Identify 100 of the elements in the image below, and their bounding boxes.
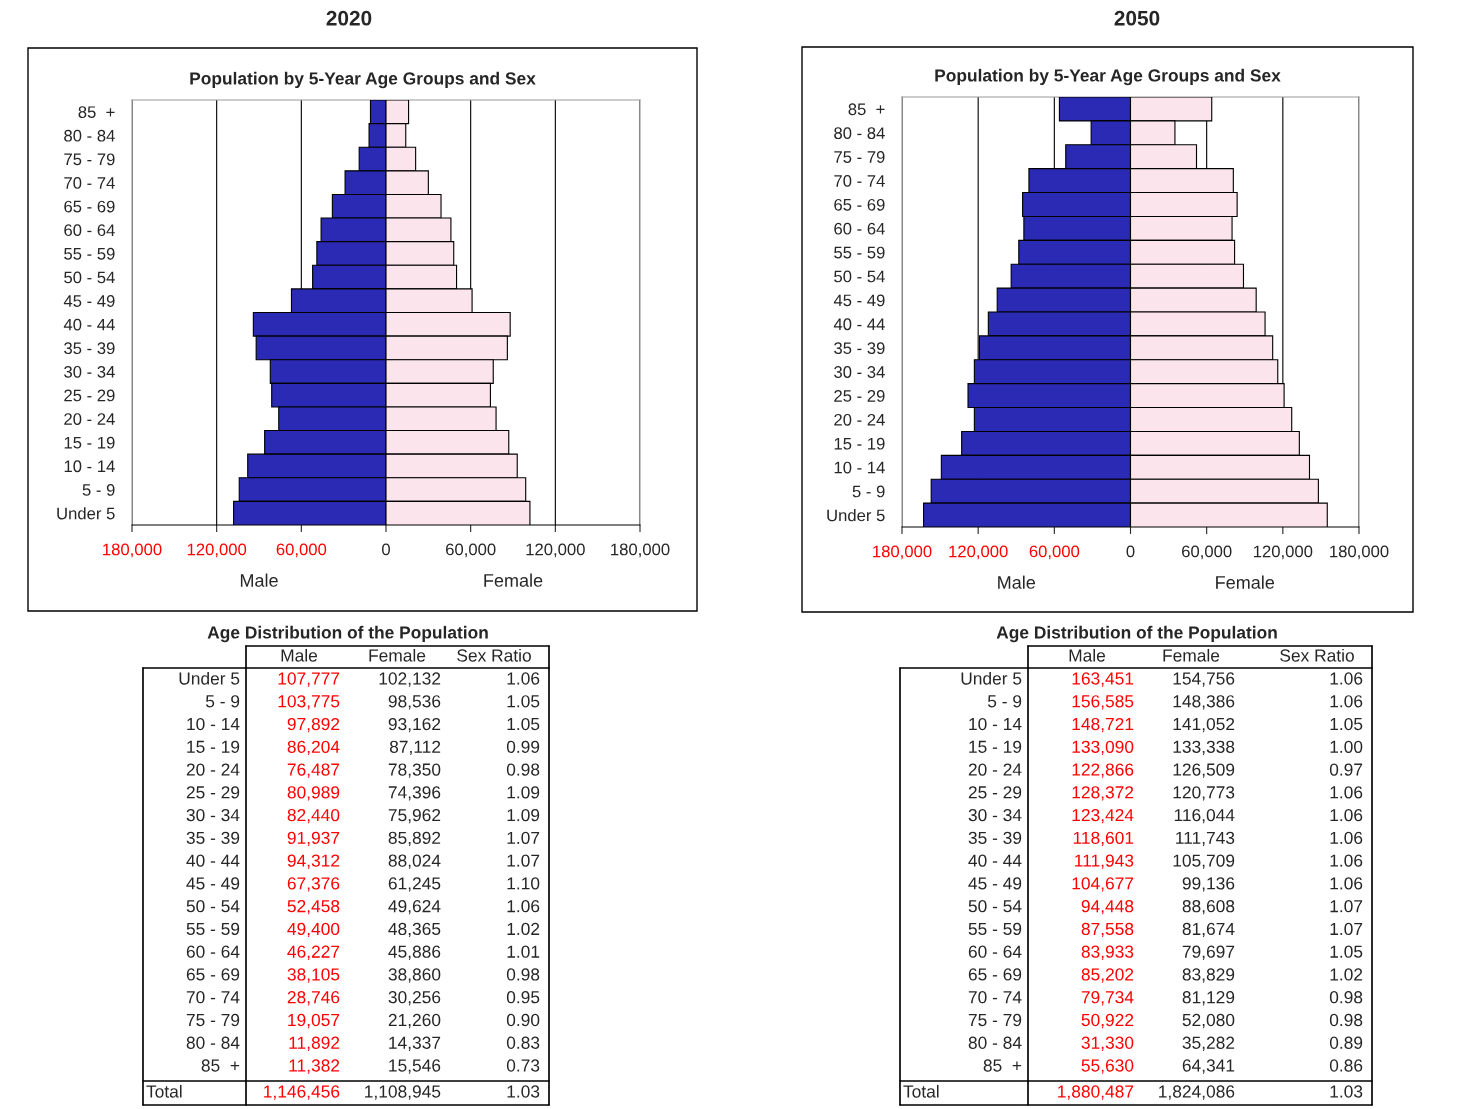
text: 30 - 34: [968, 808, 1022, 822]
text: 148,386: [1173, 695, 1235, 710]
y-tick-label: 55 - 59: [64, 247, 115, 260]
text: 15 - 19: [969, 740, 1022, 753]
text: 1.09: [507, 808, 540, 822]
y-tick-label: 60 - 64: [64, 224, 115, 237]
x-tick-label: 60,000: [1029, 545, 1080, 560]
text: 79,734: [1081, 991, 1134, 1006]
text: 88,608: [1182, 900, 1235, 915]
y-tick-label: 45 - 49: [833, 294, 885, 307]
text: 70 - 74: [186, 991, 240, 1004]
text: 103,775: [278, 695, 340, 710]
y-tick-label: 15 - 19: [64, 436, 115, 449]
y-tick-label: 75 - 79: [834, 151, 885, 163]
text: 85 +: [201, 1059, 240, 1072]
text: 1.07: [507, 854, 540, 867]
chart-title: 2050: [1114, 10, 1160, 26]
text: 120,773: [1173, 786, 1235, 801]
text: 122,866: [1072, 763, 1134, 778]
text: 1,824,086: [1159, 1085, 1235, 1100]
text: 1,108,945: [365, 1085, 441, 1100]
text: 0.98: [1329, 1013, 1363, 1027]
x-tick-label: 180,000: [1330, 545, 1389, 560]
text: 85 +: [983, 1059, 1022, 1072]
text: 1.07: [507, 831, 540, 845]
y-tick-label: 5 - 9: [852, 485, 885, 498]
text: 61,245: [388, 877, 441, 892]
text: 1.02: [507, 922, 540, 936]
y-tick-label: 20 - 24: [64, 413, 115, 425]
y-tick-label: 85 +: [848, 103, 885, 116]
text: 15,546: [389, 1059, 441, 1074]
text: 1.06: [1330, 695, 1363, 708]
text: 0.90: [506, 1013, 540, 1027]
text: 40 - 44: [968, 854, 1022, 867]
y-tick-label: 50 - 54: [834, 270, 885, 283]
y-tick-label: 50 - 54: [64, 271, 115, 284]
text: 1.02: [1330, 968, 1363, 981]
text: 11,892: [289, 1036, 340, 1051]
text: 163,451: [1072, 672, 1134, 687]
y-tick-label: 5 - 9: [82, 483, 115, 496]
text: 0.95: [506, 991, 540, 1004]
text: 45,886: [388, 945, 441, 960]
text: 141,052: [1173, 717, 1235, 733]
text: 116,044: [1174, 808, 1235, 824]
y-tick-label: 25 - 29: [64, 389, 115, 402]
y-tick-label: 30 - 34: [64, 365, 115, 378]
text: 40 - 44: [186, 854, 240, 867]
text: 1.05: [1330, 945, 1363, 958]
y-tick-label: 40 - 44: [63, 318, 115, 331]
y-tick-label: 10 - 14: [834, 461, 885, 474]
text: 64,341: [1182, 1059, 1235, 1074]
text: 85,202: [1081, 968, 1134, 983]
text: 80 - 84: [968, 1036, 1022, 1049]
text: 80,989: [287, 786, 340, 801]
text: 1.06: [1330, 786, 1363, 799]
text: 78,350: [388, 763, 441, 778]
text: 0.98: [506, 763, 540, 776]
text: 0.86: [1329, 1059, 1363, 1072]
text: 1.05: [507, 695, 540, 708]
text: 20 - 24: [186, 763, 240, 776]
text: 105,709: [1173, 854, 1235, 869]
text: 1.07: [1330, 900, 1363, 913]
text: Sex Ratio: [1280, 648, 1354, 662]
text: 111,743: [1176, 831, 1235, 847]
text: 10 - 14: [969, 717, 1022, 731]
text: 11,382: [289, 1059, 340, 1074]
text: 20 - 24: [968, 763, 1022, 776]
text: 1.00: [1330, 740, 1363, 753]
y-tick-label: 45 - 49: [63, 295, 115, 307]
y-tick-label: 75 - 79: [64, 153, 115, 166]
text: 25 - 29: [968, 786, 1022, 799]
text: Total: [903, 1084, 939, 1098]
text: 154,756: [1173, 672, 1235, 687]
text: 15 - 19: [187, 740, 240, 753]
text: 31,330: [1081, 1036, 1134, 1051]
text: 49,624: [388, 900, 441, 915]
text: 88,024: [388, 854, 441, 869]
text: 0.99: [506, 740, 540, 753]
text: 38,105: [287, 968, 340, 983]
text: 46,227: [287, 945, 340, 960]
text: 65 - 69: [968, 968, 1022, 981]
text: 93,162: [388, 717, 441, 733]
text: 45 - 49: [968, 877, 1022, 890]
text: 60 - 64: [186, 945, 240, 958]
y-tick-label: 60 - 64: [834, 222, 885, 235]
text: 133,338: [1173, 740, 1235, 756]
x-tick-label: 120,000: [526, 543, 585, 558]
text: 30 - 34: [186, 808, 240, 822]
text: 0.89: [1329, 1036, 1363, 1049]
text: 1.10: [507, 877, 540, 890]
text: Age Distribution of the Population: [996, 625, 1277, 643]
text: 5 - 9: [205, 695, 240, 708]
y-tick-label: 55 - 59: [834, 246, 885, 259]
text: 123,424: [1072, 808, 1134, 824]
x-tick-label: 0: [1126, 545, 1135, 558]
text: Female: [1163, 648, 1220, 662]
x-tick-label: 180,000: [873, 545, 932, 560]
y-tick-label: 80 - 84: [834, 127, 885, 140]
text: 52,458: [287, 900, 340, 915]
text: 50 - 54: [968, 900, 1022, 913]
